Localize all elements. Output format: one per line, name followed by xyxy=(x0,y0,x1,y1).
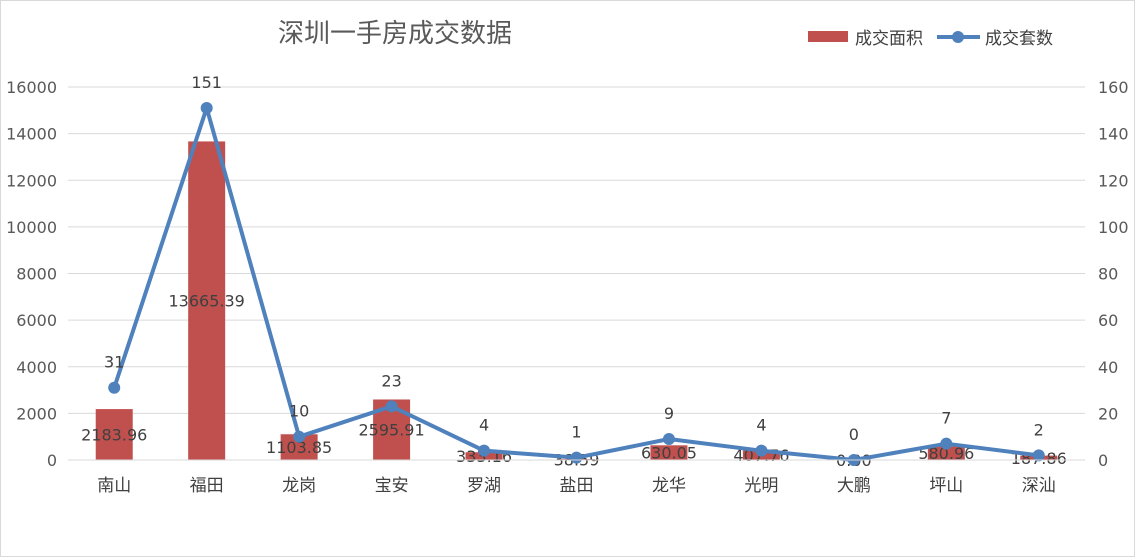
x-tick-label: 宝安 xyxy=(375,476,409,496)
legend-swatch-count-marker xyxy=(952,31,964,43)
y-left-tick-label: 16000 xyxy=(6,78,57,97)
bar xyxy=(188,141,226,460)
y-left-tick-label: 6000 xyxy=(16,311,57,330)
y-right-tick-label: 0 xyxy=(1098,451,1108,470)
y-left-tick-label: 8000 xyxy=(16,265,57,284)
line-point xyxy=(570,451,583,464)
bar-data-label: 2183.96 xyxy=(81,426,147,445)
line-point xyxy=(108,381,121,394)
line-point xyxy=(293,430,306,443)
x-tick-label: 光明 xyxy=(744,476,778,496)
x-tick-label: 坪山 xyxy=(929,476,963,496)
line-data-label: 4 xyxy=(479,416,489,435)
legend: 成交面积 成交套数 xyxy=(808,29,1053,49)
x-tick-label: 南山 xyxy=(97,476,131,496)
bar-data-label: 1103.85 xyxy=(266,438,332,457)
x-axis: 南山 福田 龙岗 宝安 罗湖 盐田 龙华 光明 大鹏 坪山 深汕 xyxy=(68,459,1085,496)
legend-label-count: 成交套数 xyxy=(985,29,1053,49)
line-series xyxy=(108,101,1045,466)
y-left-tick-label: 2000 xyxy=(16,404,57,423)
gridlines xyxy=(68,86,1085,414)
x-tick-label: 龙岗 xyxy=(282,476,316,496)
x-tick-label: 罗湖 xyxy=(467,476,501,496)
line-point xyxy=(662,433,675,446)
y-right-tick-label: 120 xyxy=(1098,171,1129,190)
y-left-tick-label: 12000 xyxy=(6,171,57,190)
line-point xyxy=(940,437,953,450)
line-data-label: 9 xyxy=(664,404,674,423)
x-tick-label: 深汕 xyxy=(1022,476,1056,496)
line-data-label: 1 xyxy=(571,423,581,442)
line-data-label: 0 xyxy=(849,425,859,444)
bar-data-label: 2595.91 xyxy=(359,421,425,440)
bar-data-label: 580.96 xyxy=(918,444,974,463)
y-right-tick-label: 160 xyxy=(1098,78,1129,97)
y-left-tick-label: 0 xyxy=(47,451,57,470)
line-data-label: 2 xyxy=(1034,420,1044,439)
chart-title: 深圳一手房成交数据 xyxy=(278,19,512,49)
y-axis-left: 0 2000 4000 6000 8000 10000 12000 14000 16000 xyxy=(6,78,57,470)
line-point xyxy=(385,400,398,413)
line-data-label: 23 xyxy=(381,371,401,390)
legend-label-area: 成交面积 xyxy=(855,29,923,49)
legend-swatch-area xyxy=(808,31,848,42)
y-right-tick-label: 60 xyxy=(1098,311,1118,330)
x-tick-label: 福田 xyxy=(190,476,224,496)
y-left-tick-label: 10000 xyxy=(6,218,57,237)
line-point xyxy=(478,444,491,457)
bar xyxy=(650,445,688,460)
x-tick-label: 盐田 xyxy=(560,476,594,496)
line-data-label: 7 xyxy=(941,409,951,428)
line-data-label: 151 xyxy=(191,73,222,92)
line-data-label: 31 xyxy=(104,353,124,372)
y-right-tick-label: 140 xyxy=(1098,125,1129,144)
line-data-labels: 31 151 10 23 4 1 9 4 0 7 2 xyxy=(104,73,1044,444)
x-tick-label: 大鹏 xyxy=(837,476,871,496)
y-right-tick-label: 40 xyxy=(1098,358,1118,377)
line-data-label: 10 xyxy=(289,402,309,421)
x-tick-label: 龙华 xyxy=(652,476,686,496)
line-point xyxy=(755,444,768,457)
bar xyxy=(95,409,133,460)
line-data-label: 4 xyxy=(756,416,766,435)
y-left-tick-label: 4000 xyxy=(16,358,57,377)
y-left-tick-label: 14000 xyxy=(6,125,57,144)
line-point xyxy=(1032,449,1045,462)
line-point xyxy=(200,101,213,114)
y-right-tick-label: 80 xyxy=(1098,265,1118,284)
y-right-tick-label: 20 xyxy=(1098,404,1118,423)
bar xyxy=(927,446,965,460)
y-right-tick-label: 100 xyxy=(1098,218,1129,237)
bar-data-label: 13665.39 xyxy=(169,292,245,311)
bar-data-label: 630.05 xyxy=(641,444,697,463)
y-axis-right: 0 20 40 60 80 100 120 140 160 xyxy=(1098,78,1129,470)
